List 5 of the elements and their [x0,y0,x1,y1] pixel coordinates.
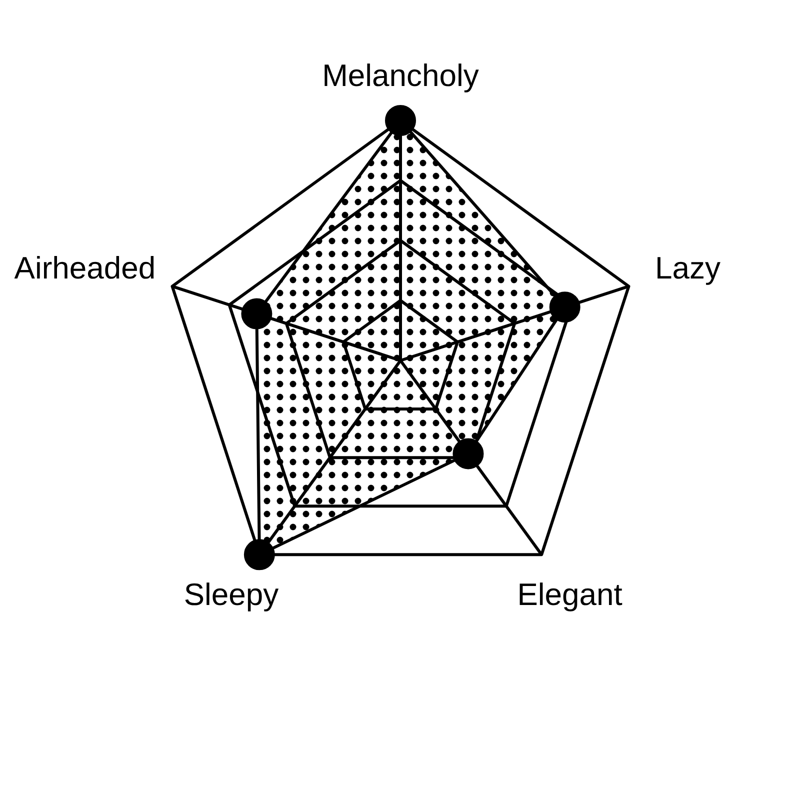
spoke-label: Sleepy [184,576,280,612]
spoke-label: Airheaded [14,250,156,286]
spoke-label: Lazy [655,250,721,286]
spoke-label: Melancholy [322,58,480,93]
spoke-label: Elegant [517,576,623,612]
